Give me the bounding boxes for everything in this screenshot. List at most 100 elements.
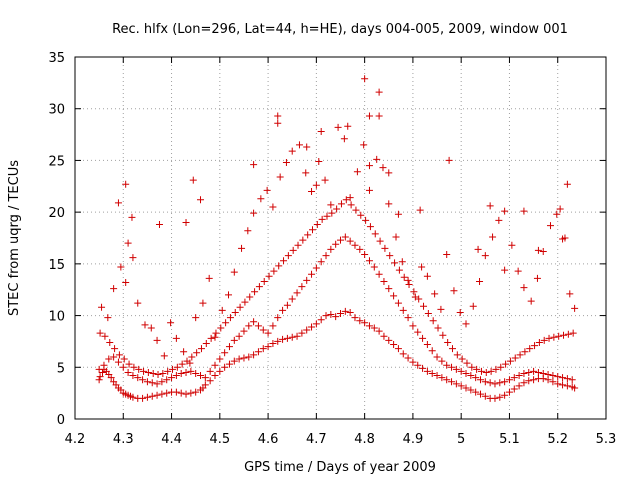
data-point <box>534 368 542 376</box>
data-point <box>225 360 233 368</box>
x-tick-label: 4.5 <box>209 432 230 447</box>
data-point <box>322 252 330 260</box>
data-point <box>554 380 562 388</box>
data-point <box>332 313 340 321</box>
data-point <box>530 376 538 384</box>
data-point <box>423 341 431 349</box>
data-point <box>122 278 130 286</box>
data-point <box>492 365 500 373</box>
data-point <box>571 304 579 312</box>
data-point <box>100 361 108 369</box>
data-point <box>462 384 470 392</box>
x-tick-label: 5.2 <box>547 432 568 447</box>
data-point <box>246 293 254 301</box>
data-point <box>549 372 557 380</box>
data-point <box>169 365 177 373</box>
data-point <box>128 213 136 221</box>
data-point <box>104 314 112 322</box>
data-point <box>144 368 152 376</box>
data-point <box>303 143 311 151</box>
data-point <box>158 378 166 386</box>
data-point <box>327 311 335 319</box>
data-point <box>153 391 161 399</box>
data-point <box>370 324 378 332</box>
data-point <box>549 378 557 386</box>
data-point <box>149 369 157 377</box>
data-point <box>288 333 296 341</box>
data-point <box>362 216 370 224</box>
data-point <box>120 355 128 363</box>
plot-frame <box>74 56 607 420</box>
data-point <box>418 263 426 271</box>
data-point <box>556 205 564 213</box>
data-point <box>457 367 465 375</box>
data-point <box>280 257 288 265</box>
data-point <box>569 329 577 337</box>
data-point <box>394 210 402 218</box>
data-point <box>269 203 277 211</box>
data-point <box>238 244 246 252</box>
data-point <box>452 365 460 373</box>
data-point <box>467 386 475 394</box>
data-point <box>147 324 155 332</box>
data-point <box>148 392 156 400</box>
data-point <box>317 127 325 135</box>
data-point <box>164 367 172 375</box>
data-point <box>298 329 306 337</box>
data-point <box>250 161 258 169</box>
data-point <box>437 305 445 313</box>
x-tick-label: 5 <box>457 432 465 447</box>
data-point <box>303 326 311 334</box>
data-point <box>453 351 461 359</box>
data-point <box>160 352 168 360</box>
data-point <box>230 268 238 276</box>
data-point <box>365 112 373 120</box>
data-point <box>560 331 568 339</box>
data-point <box>283 334 291 342</box>
data-point <box>186 359 194 367</box>
data-point <box>356 245 364 253</box>
data-point <box>276 173 284 181</box>
data-point <box>110 353 118 361</box>
data-point <box>379 164 387 172</box>
data-point <box>563 375 571 383</box>
data-point <box>520 369 528 377</box>
data-point <box>521 348 529 356</box>
data-point <box>416 206 424 214</box>
data-point <box>114 199 122 207</box>
data-point <box>197 372 205 380</box>
data-point <box>365 162 373 170</box>
x-tick-label: 4.4 <box>161 432 182 447</box>
data-point <box>473 365 481 373</box>
data-point <box>255 283 263 291</box>
data-point <box>341 307 349 315</box>
data-point <box>303 276 311 284</box>
data-point <box>497 363 505 371</box>
data-point <box>283 301 291 309</box>
data-point <box>399 306 407 314</box>
data-point <box>284 252 292 260</box>
data-point <box>462 320 470 328</box>
data-point <box>337 236 344 244</box>
data-point <box>124 368 132 376</box>
data-point <box>187 367 195 375</box>
data-point <box>481 252 489 260</box>
data-point <box>505 388 513 396</box>
data-point <box>107 374 115 382</box>
data-point <box>317 258 325 266</box>
data-point <box>564 330 572 338</box>
y-tick-label: 35 <box>48 51 65 66</box>
data-point <box>264 343 272 351</box>
data-point <box>199 299 207 307</box>
data-point <box>505 376 513 384</box>
data-point <box>167 319 175 327</box>
data-point <box>445 156 453 164</box>
data-point <box>555 332 563 340</box>
data-point <box>327 201 335 209</box>
data-point <box>212 329 220 337</box>
data-point <box>205 274 213 282</box>
data-point <box>516 351 524 359</box>
data-point <box>423 367 431 375</box>
data-point <box>211 333 219 341</box>
data-point <box>289 246 297 254</box>
